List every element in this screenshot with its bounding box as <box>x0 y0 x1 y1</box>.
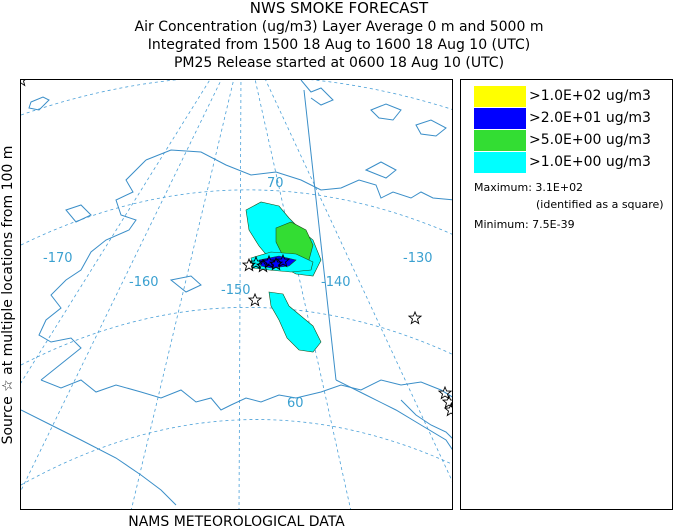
legend-item: >5.0E+00 ug/m3 <box>474 130 674 151</box>
source-markers <box>21 80 452 416</box>
lon-label-150: -150 <box>221 283 251 298</box>
legend-label: >1.0E+02 ug/m3 <box>529 88 651 104</box>
lon-label-130: -130 <box>403 251 433 266</box>
legend-item: >1.0E+00 ug/m3 <box>474 152 674 173</box>
meridian-130 <box>265 80 452 482</box>
legend-panel: >1.0E+02 ug/m3 >2.0E+01 ug/m3 >5.0E+00 u… <box>460 79 673 510</box>
map-panel[interactable]: -170 -160 -150 -140 -130 70 60 <box>20 79 453 510</box>
longitude-lines <box>21 80 452 509</box>
lon-label-170: -170 <box>43 251 73 266</box>
island-nw <box>28 96 50 111</box>
concentration-subtitle: Air Concentration (ug/m3) Layer Average … <box>134 19 544 35</box>
lat-label-70: 70 <box>267 176 284 191</box>
meridian-140 <box>254 80 351 509</box>
smoke-plume <box>245 201 322 353</box>
west-coast <box>38 159 147 381</box>
meridian-180 <box>21 80 211 384</box>
lon-label-160: -160 <box>129 275 159 290</box>
lat-line-75 <box>21 80 452 116</box>
legend-label: >5.0E+00 ug/m3 <box>529 132 651 148</box>
aleutian-chain <box>21 409 177 506</box>
meridian-150 <box>238 80 242 509</box>
legend-swatch-green <box>474 130 526 151</box>
source-star-template <box>21 80 26 87</box>
lat-line-70 <box>21 189 452 246</box>
lake-2 <box>169 275 202 293</box>
maximum-note: (identified as a square) <box>536 198 664 211</box>
coastline <box>21 80 452 506</box>
plume-cyan-south <box>268 291 322 353</box>
release-info: PM25 Release started at 0600 18 Aug 10 (… <box>173 55 505 71</box>
canadian-islands <box>300 80 334 106</box>
legend-item: >2.0E+01 ug/m3 <box>474 108 674 129</box>
island-ne-1 <box>370 103 402 121</box>
lake-1 <box>65 204 92 223</box>
island-ne-2 <box>415 119 447 137</box>
island-ne-3 <box>364 161 397 179</box>
legend-item: >1.0E+02 ug/m3 <box>474 86 674 107</box>
lat-line-65 <box>21 307 452 366</box>
legend-label: >2.0E+01 ug/m3 <box>529 110 651 126</box>
source-star <box>248 293 262 306</box>
southeast-border <box>335 379 452 450</box>
arctic-coast <box>145 149 452 201</box>
meteorological-data-label: NAMS METEOROLOGICAL DATA <box>128 514 345 530</box>
legend-label: >1.0E+00 ug/m3 <box>529 154 651 170</box>
source-side-label: Source ☆ at multiple locations from 100 … <box>0 145 16 445</box>
meridian-170 <box>21 80 222 492</box>
lat-line-60 <box>21 419 452 486</box>
panhandle-coast <box>400 399 452 439</box>
alaska-map: -170 -160 -150 -140 -130 70 60 <box>21 80 452 509</box>
legend-swatch-blue <box>474 108 526 129</box>
latitude-lines <box>21 80 452 486</box>
lon-label-140: -140 <box>321 275 351 290</box>
gulf-coast <box>40 379 452 411</box>
integration-period: Integrated from 1500 18 Aug to 1600 18 A… <box>147 37 531 53</box>
legend-swatch-yellow <box>474 86 526 107</box>
maximum-value: Maximum: 3.1E+02 <box>474 181 584 194</box>
legend-swatch-cyan <box>474 152 526 173</box>
forecast-title: NWS SMOKE FORECAST <box>249 0 429 17</box>
source-star <box>408 311 422 324</box>
minimum-value: Minimum: 7.5E-39 <box>474 218 575 231</box>
us-canada-border <box>303 89 337 381</box>
lat-label-60: 60 <box>287 396 304 411</box>
